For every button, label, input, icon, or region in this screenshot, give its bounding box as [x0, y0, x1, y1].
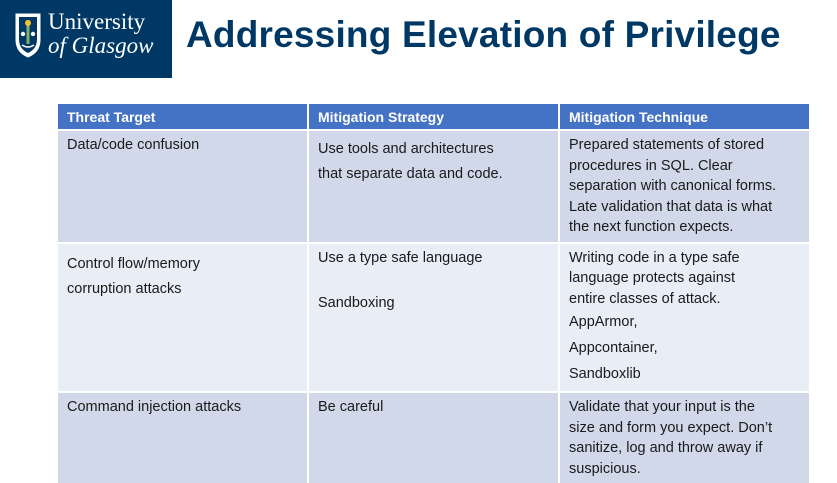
- cell-text: Late validation that data is what: [569, 198, 773, 215]
- cell-text: the next function expects.: [569, 219, 734, 235]
- table-header-row: Threat Target Mitigation Strategy Mitiga…: [58, 104, 811, 130]
- table-row: Control flow/memory corruption attacks U…: [58, 241, 811, 392]
- cell-text: Control flow/memory: [67, 255, 200, 272]
- strategy-cell: Be careful: [308, 391, 560, 483]
- university-logo: University of Glasgow: [0, 0, 172, 78]
- crest-icon: [15, 13, 41, 58]
- threat-target-cell: Control flow/memory corruption attacks: [58, 241, 309, 392]
- cell-text: entire classes of attack.: [569, 290, 721, 307]
- cell-text: Use tools and architectures: [318, 141, 494, 157]
- table-row: Command injection attacks Be careful Val…: [58, 391, 811, 483]
- cell-text: Validate that your input is the: [569, 399, 755, 415]
- strategy-cell: Use tools and architectures that separat…: [308, 129, 560, 243]
- mitigation-table: Threat Target Mitigation Strategy Mitiga…: [58, 104, 811, 483]
- cell-text: Use a type safe language: [318, 249, 483, 266]
- cell-text: size and form you expect. Don’t: [569, 419, 773, 436]
- technique-cell: Prepared statements of stored procedures…: [559, 129, 811, 243]
- threat-target-cell: Command injection attacks: [58, 391, 309, 483]
- cell-text: that separate data and code.: [318, 166, 503, 182]
- cell-text: Be careful: [318, 399, 384, 415]
- cell-text: Data/code confusion: [67, 137, 200, 153]
- cell-text: AppArmor,: [569, 314, 638, 330]
- technique-cell: Validate that your input is the size and…: [559, 391, 811, 483]
- cell-text: Appcontainer,: [569, 340, 658, 356]
- cell-text: procedures in SQL. Clear: [569, 157, 733, 174]
- logo-wordmark: University of Glasgow: [48, 10, 153, 58]
- cell-text: corruption attacks: [67, 280, 182, 297]
- table-row: Data/code confusion Use tools and archit…: [58, 129, 811, 243]
- header-mitigation-technique: Mitigation Technique: [559, 104, 811, 130]
- header-threat-target: Threat Target: [58, 104, 309, 130]
- cell-text: Sandboxlib: [569, 366, 641, 382]
- technique-cell: Writing code in a type safe language pro…: [559, 241, 811, 392]
- logo-line-1: University: [48, 9, 146, 34]
- strategy-cell: Use a type safe language Sandboxing: [308, 241, 560, 392]
- logo-line-2: of Glasgow: [48, 33, 154, 58]
- threat-target-cell: Data/code confusion: [58, 129, 309, 243]
- cell-text: Command injection attacks: [67, 399, 242, 415]
- cell-text: separation with canonical forms.: [569, 178, 777, 194]
- page-title: Addressing Elevation of Privilege: [186, 14, 781, 55]
- cell-text: sanitize, log and throw away if: [569, 440, 763, 456]
- cell-text: suspicious.: [569, 460, 641, 477]
- cell-text: language protects against: [569, 270, 736, 286]
- header-mitigation-strategy: Mitigation Strategy: [308, 104, 560, 130]
- cell-text: Writing code in a type safe: [569, 249, 740, 266]
- cell-text: Prepared statements of stored: [569, 137, 765, 153]
- spacer: [318, 268, 549, 286]
- cell-text: Sandboxing: [318, 295, 395, 311]
